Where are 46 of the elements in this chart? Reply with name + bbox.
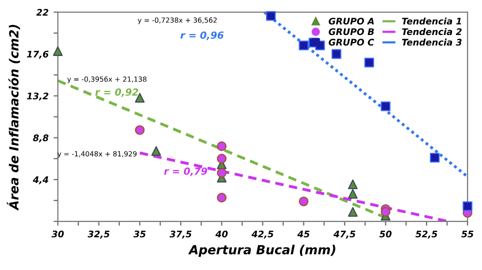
y-tick-label: 8,8 xyxy=(33,134,48,142)
point xyxy=(332,49,342,59)
point xyxy=(348,179,358,190)
point xyxy=(216,141,227,152)
point xyxy=(266,11,276,21)
point xyxy=(151,146,162,156)
y-axis-title: Área de Inflamación (cm2) xyxy=(6,24,20,211)
x-tick-label: 30 xyxy=(52,230,64,238)
legend-label: Tendencia 2 xyxy=(402,28,462,36)
x-tick-label: 55 xyxy=(461,230,474,238)
annotation: r = 0,96 xyxy=(180,31,224,40)
y-tick-label: 13,2 xyxy=(26,92,48,101)
annotation: r = 0,79 xyxy=(164,167,208,176)
x-tick-label: 42,5 xyxy=(252,230,274,239)
y-tick-label: 17,6 xyxy=(26,50,48,59)
point xyxy=(430,152,440,163)
y-tick-label: 22 xyxy=(36,8,48,16)
x-tick-label: 37,5 xyxy=(170,230,192,239)
point xyxy=(348,207,358,217)
point xyxy=(364,58,374,68)
point xyxy=(380,207,390,217)
point xyxy=(462,201,472,212)
legend-label: GRUPO B xyxy=(328,28,374,36)
x-tick-label: 40 xyxy=(215,230,228,238)
x-tick-label: 45 xyxy=(297,230,310,238)
y-tick-label: 4,4 xyxy=(32,176,48,184)
legend-label: Tendencia 3 xyxy=(402,38,462,46)
point xyxy=(348,188,358,199)
point xyxy=(53,46,63,56)
legend-label: Tendencia 1 xyxy=(402,18,462,25)
annotation: r = 0,92 xyxy=(95,88,138,97)
point xyxy=(134,125,145,135)
point xyxy=(216,192,227,202)
point xyxy=(216,168,227,178)
x-tick-label: 35 xyxy=(134,230,146,238)
x-tick-label: 52,5 xyxy=(416,230,438,239)
x-tick-label: 47,5 xyxy=(333,230,356,239)
legend-label: GRUPO C xyxy=(328,38,374,46)
legend-label: GRUPO A xyxy=(328,18,374,25)
point xyxy=(216,154,227,164)
point xyxy=(380,101,390,112)
x-tick-label: 50 xyxy=(379,230,392,238)
point xyxy=(298,40,308,50)
x-axis-title: Apertura Bucal (mm) xyxy=(188,244,336,257)
point xyxy=(298,196,308,206)
x-tick-label: 32,5 xyxy=(88,230,110,239)
